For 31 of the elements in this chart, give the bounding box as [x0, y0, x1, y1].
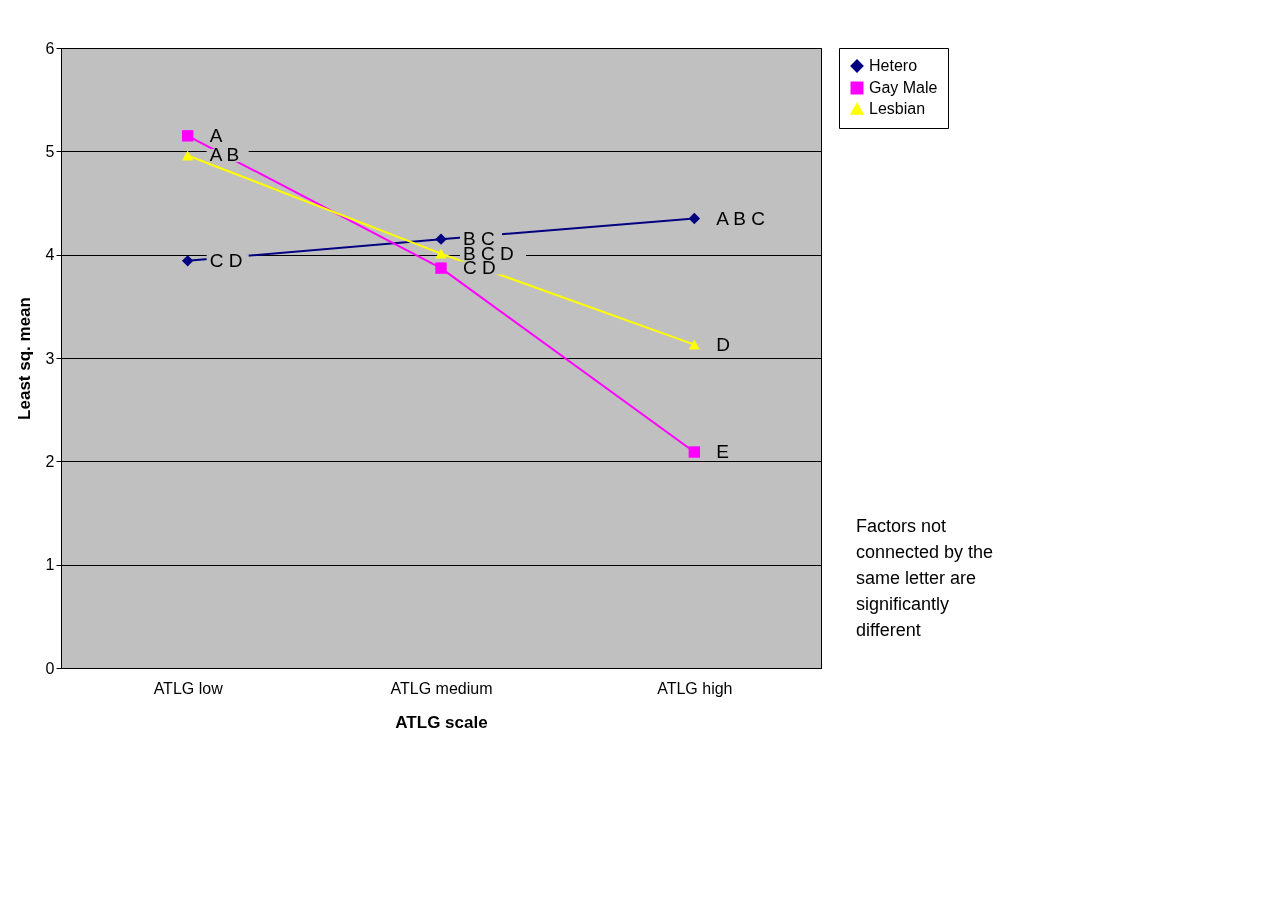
point: [435, 262, 447, 274]
annotation: A: [209, 124, 223, 146]
y-tick-label: 2: [45, 452, 55, 470]
x-axis-title: ATLG scale: [395, 712, 488, 732]
y-tick-label: 3: [45, 349, 55, 367]
legend-label: Gay Male: [869, 79, 938, 96]
annotation: C D: [209, 249, 243, 271]
legend-label: Lesbian: [869, 100, 926, 117]
x-tick-label: ATLG high: [657, 679, 733, 697]
annotation: A B: [209, 144, 240, 166]
y-tick-label: 6: [45, 39, 55, 57]
point: [181, 255, 194, 267]
x-tick-label: ATLG low: [153, 679, 224, 697]
x-tick-label: ATLG medium: [390, 679, 493, 697]
point: [435, 248, 447, 259]
legend-label: Hetero: [869, 57, 918, 74]
text: Factors not connected by the same letter are significantly different: [856, 516, 994, 640]
y-axis-title: Least sq. mean: [14, 297, 34, 420]
annotation: A B C: [716, 207, 765, 229]
y-tick-label: 5: [45, 142, 55, 160]
point: [688, 339, 701, 350]
y-tick-label: 4: [45, 246, 55, 264]
point: [688, 446, 701, 458]
annotation: E: [716, 441, 730, 463]
point: [181, 130, 194, 142]
point: [181, 150, 194, 161]
point: [435, 233, 447, 245]
annotation: D: [716, 333, 731, 355]
y-tick-label: 1: [45, 556, 55, 574]
y-tick-label: 0: [45, 659, 55, 677]
point: [688, 212, 701, 225]
